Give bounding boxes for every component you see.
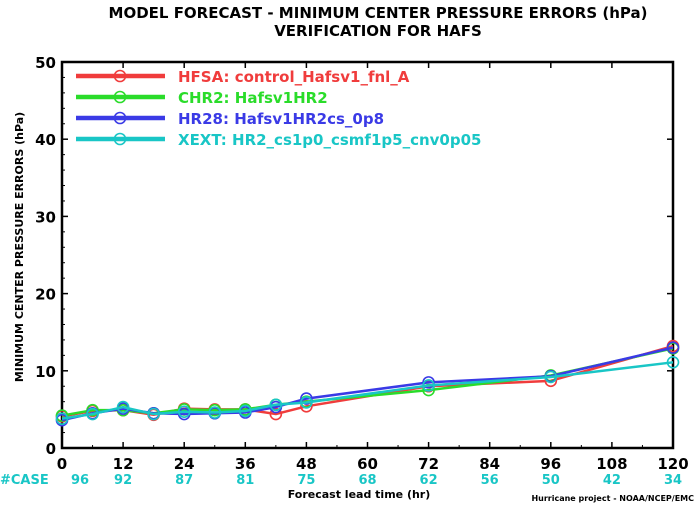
data-point [300,392,313,405]
y-tick-label: 0 [46,440,56,458]
data-point [208,406,222,419]
data-point [269,398,283,412]
chart-subtitle: VERIFICATION FOR HAFS [274,22,482,40]
data-point [55,409,69,422]
data-point [422,376,435,389]
data-point [86,403,99,417]
x-tick-label: 24 [174,455,195,473]
case-count: 81 [236,473,254,488]
data-point [666,356,680,369]
x-tick-label: 72 [418,455,439,473]
series-line [61,347,674,417]
series-4 [55,356,680,425]
case-count: 34 [664,473,682,488]
data-point [116,400,130,414]
chart-title: MODEL FORECAST - MINIMUM CENTER PRESSURE… [109,4,648,22]
legend-swatch-marker [113,111,127,125]
data-point [86,407,99,421]
legend-swatch-marker [113,69,127,83]
legend-swatch-marker [113,132,127,146]
y-tick-label: 40 [35,131,56,149]
legend-label: CHR2: Hafsv1HR2 [178,89,328,107]
case-count: 96 [71,473,89,488]
x-tick-label: 12 [113,455,134,473]
case-count: 56 [481,473,499,488]
legend-label: XEXT: HR2_cs1p0_csmf1p5_cnv0p05 [178,131,481,149]
x-tick-label: 60 [357,455,378,473]
credit-text: Hurricane project - NOAA/NCEP/EMC [531,494,694,503]
legend-swatch-marker [113,90,127,104]
case-count: 87 [175,473,193,488]
x-tick-label: 96 [540,455,561,473]
data-point [147,407,160,421]
series-line [61,344,674,418]
x-tick-label: 84 [479,455,500,473]
legend-entry-1: HFSA: control_Hafsv1_fnl_A [76,68,410,86]
x-tick-label: 120 [657,455,688,473]
data-point [269,407,283,421]
data-point [300,396,313,409]
legend-label: HFSA: control_Hafsv1_fnl_A [178,68,410,86]
case-count: 92 [114,473,132,488]
case-label: #CASE [0,473,49,488]
y-tick-label: 50 [35,54,56,72]
legend-entry-2: CHR2: Hafsv1HR2 [76,89,328,107]
x-tick-label: 0 [57,455,67,473]
y-tick-label: 20 [35,286,56,304]
data-point [177,405,191,419]
legend-entry-3: HR28: Hafsv1HR2cs_0p8 [76,110,384,128]
data-point [666,341,680,354]
data-point [544,370,558,384]
x-tick-label: 36 [235,455,256,473]
x-tick-label: 108 [596,455,627,473]
case-count: 75 [297,473,315,488]
y-tick-label: 10 [35,363,56,381]
case-count: 50 [542,473,560,488]
y-tick-label: 30 [35,208,56,226]
data-point [239,404,252,418]
x-tick-label: 48 [296,455,317,473]
legend-entry-4: XEXT: HR2_cs1p0_csmf1p5_cnv0p05 [76,131,481,149]
data-point [55,412,69,425]
y-axis-label: MINIMUM CENTER PRESSURE ERRORS (hPa) [13,112,26,382]
case-count: 68 [358,473,376,488]
data-point [422,379,435,392]
case-count: 42 [603,473,621,488]
case-count: 62 [420,473,438,488]
legend-label: HR28: Hafsv1HR2cs_0p8 [178,110,384,128]
x-axis-label: Forecast lead time (hr) [288,488,431,501]
